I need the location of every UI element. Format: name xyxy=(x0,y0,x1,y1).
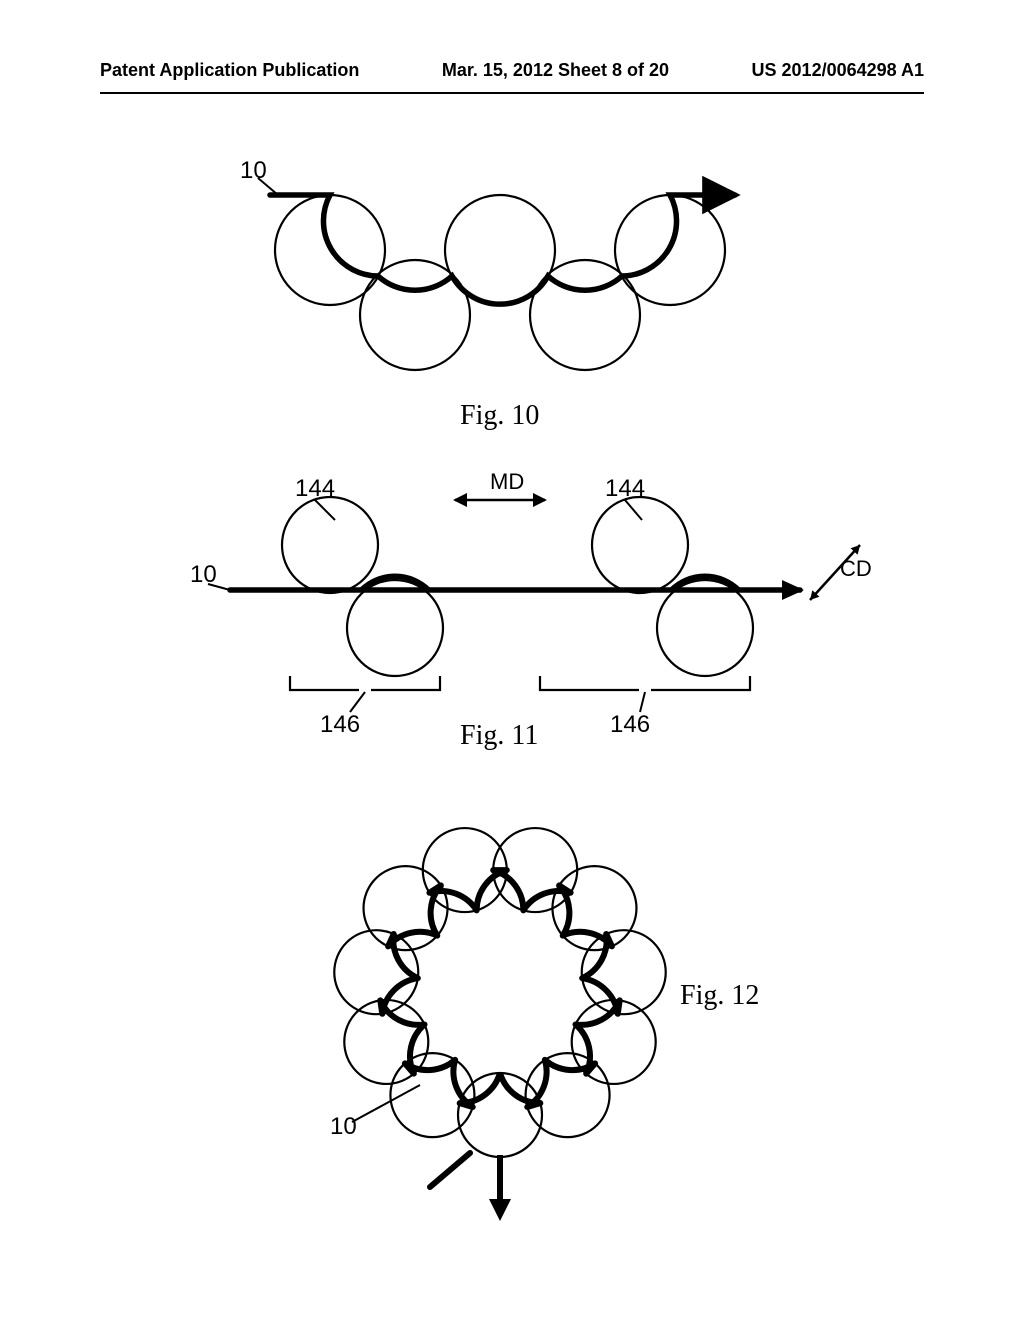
figure-10: 10 xyxy=(240,157,739,370)
fig10-caption: Fig. 10 xyxy=(460,400,539,432)
fig11-caption: Fig. 11 xyxy=(460,720,538,752)
svg-text:146: 146 xyxy=(320,711,360,738)
svg-text:10: 10 xyxy=(190,561,217,588)
figure-11: 10 144 144 MD CD 146 146 xyxy=(190,469,872,738)
svg-text:10: 10 xyxy=(240,157,267,184)
svg-text:146: 146 xyxy=(610,711,650,738)
svg-text:144: 144 xyxy=(605,475,645,502)
svg-text:CD: CD xyxy=(840,556,872,581)
svg-text:144: 144 xyxy=(295,475,335,502)
svg-text:MD: MD xyxy=(490,469,524,494)
figures-canvas: 10 10 144 144 MD CD 146 146 10 xyxy=(0,0,1024,1320)
fig12-caption: Fig. 12 xyxy=(680,980,759,1012)
figure-12: 10 xyxy=(330,828,666,1221)
svg-text:10: 10 xyxy=(330,1113,357,1140)
